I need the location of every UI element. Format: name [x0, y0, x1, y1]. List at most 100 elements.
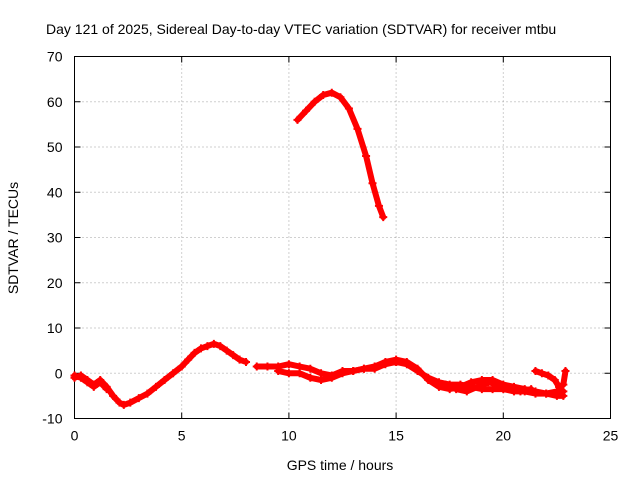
data-point: [319, 90, 328, 99]
x-axis-label: GPS time / hours: [287, 457, 394, 473]
grid-lines: [74, 56, 611, 419]
data-point: [284, 369, 293, 378]
data-point: [284, 360, 293, 369]
series-segment: [431, 379, 535, 395]
x-tick-label: 25: [603, 428, 619, 444]
data-point: [484, 378, 493, 387]
data-point: [544, 371, 553, 380]
data-point: [555, 382, 564, 391]
data-point: [115, 398, 124, 407]
y-axis-label: SDTVAR / TECUs: [5, 182, 21, 294]
x-tick-label: 20: [496, 428, 512, 444]
data-point: [531, 366, 540, 375]
data-point: [327, 373, 336, 382]
data-point: [119, 400, 128, 409]
data-point: [370, 362, 379, 371]
y-tick-label: 50: [47, 139, 63, 155]
data-point: [216, 342, 225, 351]
data-point: [151, 382, 160, 391]
data-point: [362, 152, 371, 161]
data-point: [295, 369, 304, 378]
data-point: [462, 387, 471, 396]
y-tick-label: 60: [47, 94, 63, 110]
data-point: [392, 355, 401, 364]
y-tick-labels: -10 0 10 20 30 40 50 60 70: [42, 49, 62, 427]
data-point: [209, 339, 218, 348]
data-point: [374, 201, 383, 210]
data-point: [229, 351, 238, 360]
data-point: [338, 369, 347, 378]
data-point: [169, 369, 178, 378]
y-tick-label: 40: [47, 184, 63, 200]
data-point: [559, 380, 568, 389]
data-point: [102, 385, 111, 394]
data-point: [196, 344, 205, 353]
data-point: [126, 398, 135, 407]
chart-title: Day 121 of 2025, Sidereal Day-to-day VTE…: [46, 21, 556, 37]
data-point: [327, 88, 336, 97]
data-series: [70, 88, 570, 409]
y-tick-label: 30: [47, 230, 63, 246]
data-point: [235, 355, 244, 364]
data-point: [242, 357, 251, 366]
y-tick-label: 70: [47, 49, 63, 65]
data-point: [473, 382, 482, 391]
data-point: [505, 385, 514, 394]
data-point: [368, 179, 377, 188]
data-point: [134, 394, 143, 403]
data-point: [353, 124, 362, 133]
data-point: [430, 378, 439, 387]
data-point: [177, 362, 186, 371]
x-tick-labels: 0 5 10 15 20 25: [71, 428, 619, 444]
axis-ticks: [74, 56, 611, 419]
data-point: [452, 385, 461, 394]
data-point: [83, 378, 92, 387]
data-point: [537, 369, 546, 378]
data-point: [293, 115, 302, 124]
data-point: [274, 366, 283, 375]
series-segment: [294, 89, 387, 221]
data-point: [109, 391, 118, 400]
data-point: [488, 385, 497, 394]
series-segment: [275, 356, 567, 399]
data-point: [495, 380, 504, 389]
y-tick-label: 20: [47, 275, 63, 291]
data-point: [349, 366, 358, 375]
data-point: [336, 93, 345, 102]
x-tick-label: 0: [71, 428, 79, 444]
data-point: [190, 348, 199, 357]
data-point: [317, 369, 326, 378]
data-point: [542, 389, 551, 398]
data-point: [559, 391, 568, 400]
data-point: [441, 380, 450, 389]
data-point: [263, 362, 272, 371]
data-point: [402, 357, 411, 366]
series-segment: [71, 340, 249, 408]
data-point: [89, 382, 98, 391]
data-point: [317, 376, 326, 385]
data-point: [550, 376, 559, 385]
x-tick-label: 10: [281, 428, 297, 444]
y-tick-label: -10: [42, 411, 62, 427]
data-point: [413, 364, 422, 373]
data-point: [96, 378, 105, 387]
data-point: [184, 355, 193, 364]
y-tick-label: 0: [55, 365, 63, 381]
data-point: [306, 373, 315, 382]
data-point: [381, 357, 390, 366]
data-point: [527, 385, 536, 394]
data-point: [424, 376, 433, 385]
x-tick-label: 15: [388, 428, 404, 444]
data-point: [160, 376, 169, 385]
data-point: [70, 371, 79, 380]
data-point: [359, 364, 368, 373]
data-point: [222, 346, 231, 355]
data-point: [561, 366, 570, 375]
data-point: [467, 378, 476, 387]
data-point: [252, 362, 261, 371]
y-tick-label: 10: [47, 320, 63, 336]
x-tick-label: 5: [178, 428, 186, 444]
data-point: [516, 387, 525, 396]
data-point: [76, 373, 85, 382]
